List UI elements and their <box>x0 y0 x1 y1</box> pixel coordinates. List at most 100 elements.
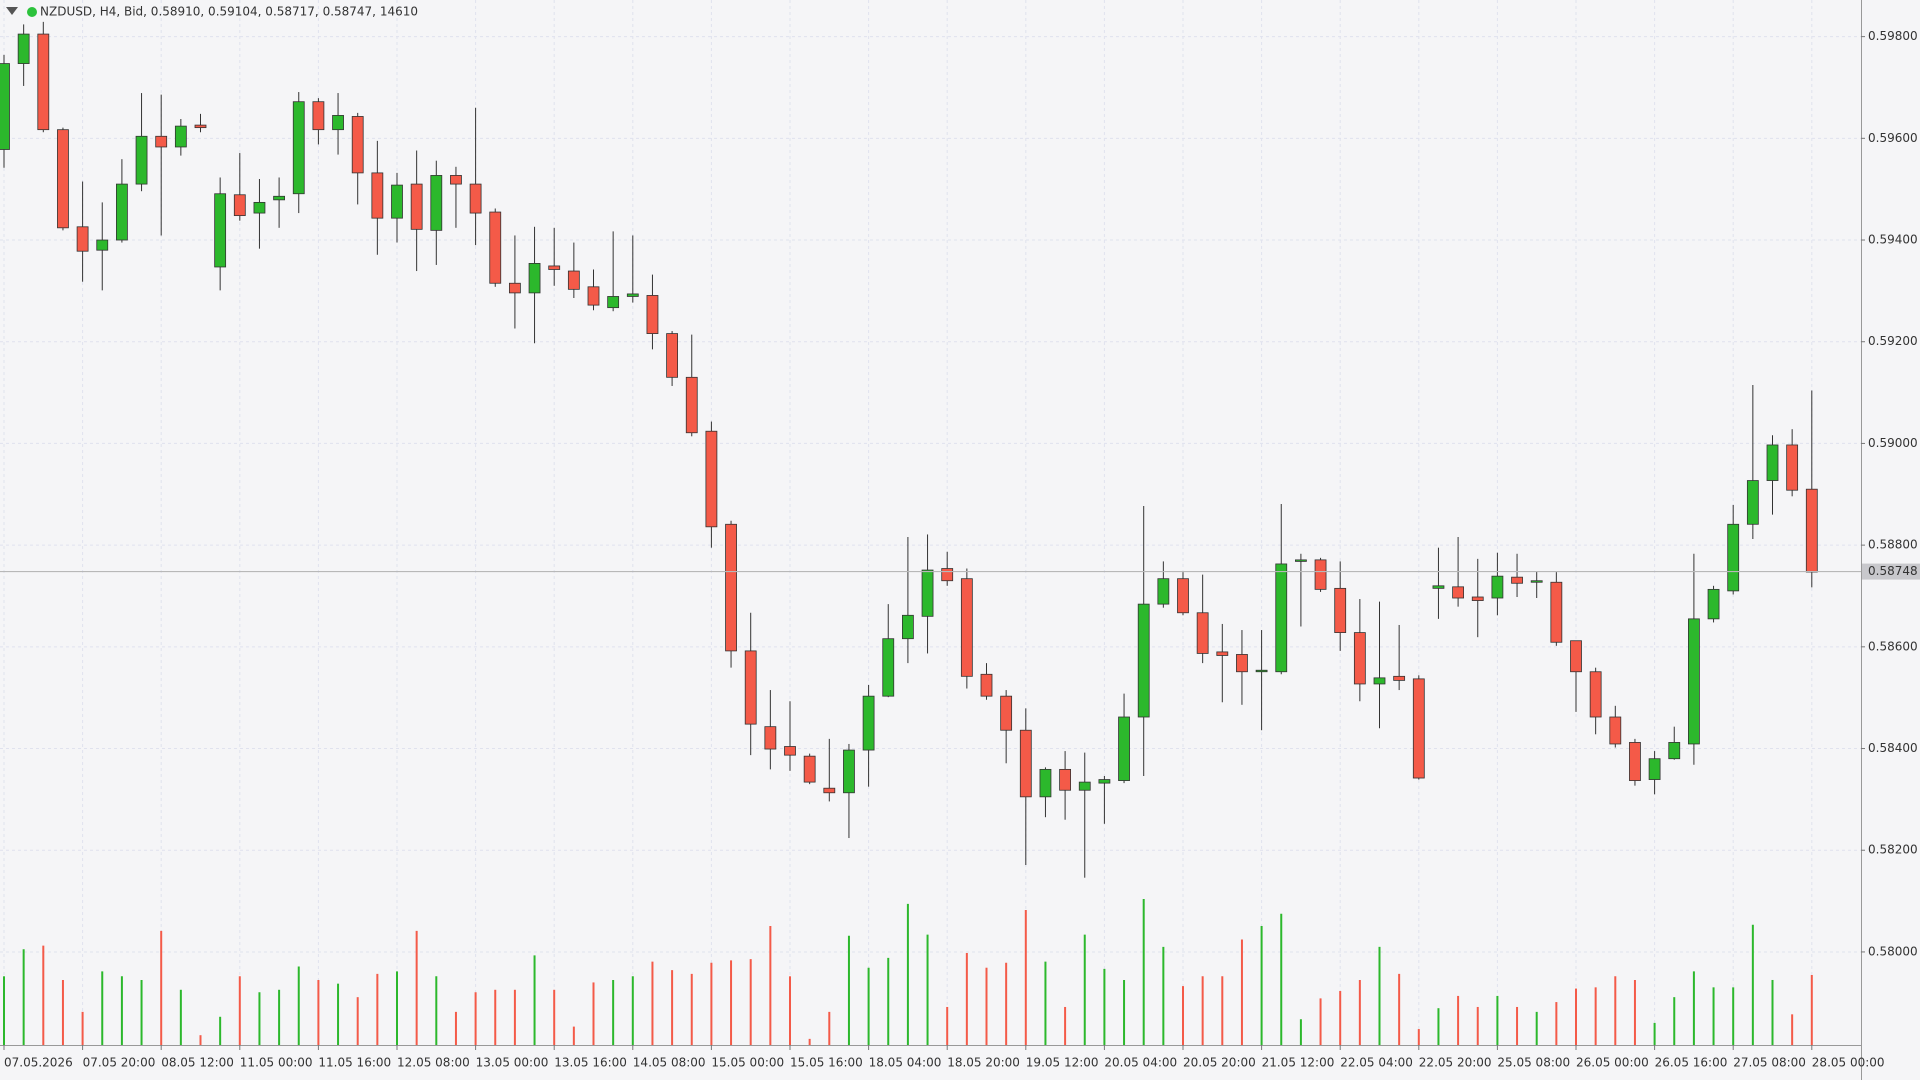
x-tick-label: 27.05 08:00 <box>1733 1056 1806 1070</box>
candle-body <box>725 523 737 652</box>
candle-body <box>430 175 443 231</box>
candle-body <box>685 376 698 434</box>
candle-body <box>1648 758 1661 780</box>
candle-body <box>567 270 580 290</box>
candle-body <box>1000 695 1013 731</box>
x-tick-label: 22.05 20:00 <box>1419 1056 1492 1070</box>
y-tick-label: 0.59400 <box>1868 233 1918 247</box>
candle-body <box>1295 559 1307 562</box>
candle-body <box>1275 563 1288 673</box>
candle-body <box>902 614 914 640</box>
candle-body <box>135 135 148 185</box>
candle-body <box>96 239 109 251</box>
candle-body <box>587 286 600 306</box>
candle-body <box>1668 742 1681 760</box>
candle-body <box>666 333 678 378</box>
menu-icon[interactable] <box>6 7 18 15</box>
y-tick-label: 0.58200 <box>1868 843 1918 857</box>
y-tick-label: 0.58400 <box>1868 741 1918 755</box>
candle-body <box>194 124 207 129</box>
x-tick-label: 18.05 20:00 <box>947 1056 1020 1070</box>
x-tick-label: 13.05 00:00 <box>476 1056 549 1070</box>
candle-body <box>1432 585 1445 589</box>
chart-title: NZDUSD, H4, Bid, 0.58910, 0.59104, 0.587… <box>40 5 418 19</box>
y-tick-label: 0.58600 <box>1868 639 1918 653</box>
x-tick-label: 18.05 04:00 <box>869 1056 942 1070</box>
x-tick-label: 15.05 16:00 <box>790 1056 863 1070</box>
plot-area <box>0 0 1861 1045</box>
candle-body <box>528 263 541 294</box>
candle-body <box>1177 578 1189 614</box>
candle-body <box>1589 671 1602 718</box>
x-tick-label: 07.05.2026 <box>4 1056 73 1070</box>
candle-body <box>862 695 875 751</box>
candle-body <box>57 129 69 229</box>
candle-body <box>1098 779 1111 784</box>
candle-body <box>371 172 384 219</box>
candle-body <box>1019 729 1032 798</box>
x-tick-label: 26.05 00:00 <box>1576 1056 1649 1070</box>
candle-body <box>174 125 187 148</box>
y-tick-label: 0.59000 <box>1868 436 1918 450</box>
candle-body <box>253 201 266 214</box>
candle-body <box>960 578 973 677</box>
candle-body <box>1629 742 1641 781</box>
candle-body <box>784 746 796 756</box>
candle-body <box>351 116 364 174</box>
y-tick-label: 0.59800 <box>1868 29 1918 43</box>
axes: 0.58000 0.58200 0.58400 0.58600 0.58800 0.590… <box>0 29 1920 1070</box>
x-tick-label: 26.05 16:00 <box>1655 1056 1728 1070</box>
price-label-box <box>1862 563 1920 580</box>
candle-body <box>1688 618 1700 745</box>
candle-body <box>233 194 246 217</box>
candle-body <box>1511 576 1523 584</box>
candle-body <box>214 193 227 268</box>
candle-body <box>1039 768 1052 798</box>
x-tick-label: 11.05 00:00 <box>240 1056 313 1070</box>
candle-body <box>803 755 816 783</box>
candle-body <box>1157 578 1170 605</box>
candle-body <box>1530 580 1543 583</box>
candle-body <box>155 135 168 148</box>
x-tick-label: 20.05 04:00 <box>1104 1056 1177 1070</box>
x-tick-label: 13.05 16:00 <box>554 1056 627 1070</box>
candle-body <box>1059 768 1071 791</box>
x-tick-label: 15.05 00:00 <box>711 1056 784 1070</box>
candle-body <box>1550 581 1563 643</box>
candle-body <box>941 568 954 582</box>
candle-body <box>764 726 777 750</box>
x-tick-label: 21.05 12:00 <box>1262 1056 1335 1070</box>
candle-body <box>0 63 10 150</box>
candle-body <box>116 183 128 241</box>
candle-body <box>1746 480 1759 525</box>
candles <box>0 21 1818 878</box>
candle-body <box>1727 523 1740 592</box>
candle-body <box>489 211 502 284</box>
candle-body <box>1609 716 1622 745</box>
x-tick-label: 22.05 04:00 <box>1340 1056 1413 1070</box>
x-tick-label: 14.05 08:00 <box>633 1056 706 1070</box>
candle-body <box>450 175 462 185</box>
candle-body <box>1393 675 1406 681</box>
candle-body <box>1314 559 1327 590</box>
candle-body <box>843 749 855 794</box>
candle-body <box>980 673 993 697</box>
y-tick-label: 0.58800 <box>1868 538 1918 552</box>
candle-body <box>312 101 325 131</box>
x-tick-label: 11.05 16:00 <box>318 1056 391 1070</box>
candle-body <box>1373 677 1386 685</box>
volume-pane <box>3 899 1813 1045</box>
candle-body <box>1137 603 1150 718</box>
candle-body <box>1570 640 1582 673</box>
candle-body <box>332 115 344 131</box>
candle-body <box>1078 781 1091 791</box>
candle-body <box>273 195 286 201</box>
x-tick-label: 25.05 08:00 <box>1497 1056 1570 1070</box>
candle-body <box>292 101 305 195</box>
candle-body <box>705 430 718 528</box>
candle-body <box>744 650 757 725</box>
price-label: 0.58748 <box>1868 564 1918 578</box>
candle-body <box>548 265 561 270</box>
candle-body <box>1216 651 1229 656</box>
